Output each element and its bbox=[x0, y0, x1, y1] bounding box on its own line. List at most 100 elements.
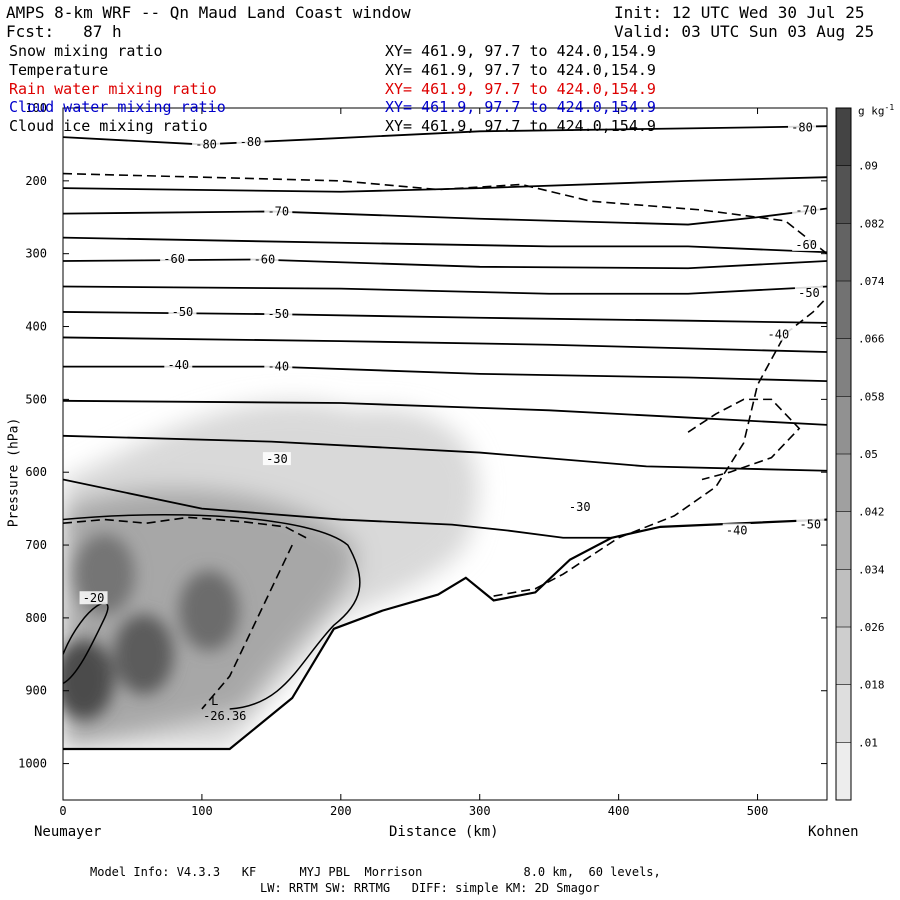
colorbar-bin bbox=[836, 165, 851, 224]
variable-temperature-name: Temperature bbox=[9, 61, 109, 79]
temperature-contour bbox=[63, 365, 827, 383]
contour-label: -80 bbox=[791, 121, 813, 135]
x-tick-label: 100 bbox=[191, 804, 213, 818]
temperature-contour bbox=[63, 434, 827, 472]
contour-label-bg bbox=[794, 286, 823, 300]
x-axis-right-end-label: Kohnen bbox=[808, 824, 859, 840]
forecast-hour: Fcst: 87 h bbox=[6, 22, 122, 41]
snow-maximum-2 bbox=[178, 570, 239, 651]
snow-maximum-0 bbox=[63, 639, 114, 720]
colorbar-label: .01 bbox=[858, 736, 878, 749]
y-tick-label: 800 bbox=[25, 611, 47, 625]
contour-label-bg bbox=[79, 591, 108, 605]
x-axis-left-end-label: Neumayer bbox=[34, 824, 102, 840]
colorbar-bin bbox=[836, 281, 851, 339]
terrain-outline bbox=[63, 518, 827, 751]
contour-label: -80 bbox=[240, 135, 262, 149]
temperature-contour bbox=[63, 258, 827, 270]
colorbar-label: .082 bbox=[858, 217, 885, 230]
contour-label-bg bbox=[262, 452, 291, 466]
variable-rain-xy: XY= 461.9, 97.7 to 424.0,154.9 bbox=[385, 80, 656, 98]
contour-label-bg bbox=[565, 500, 594, 514]
contour-label: -40 bbox=[167, 358, 189, 372]
colorbar-bin bbox=[836, 569, 851, 627]
colorbar-bin bbox=[836, 223, 851, 281]
temperature-contour bbox=[63, 399, 827, 426]
y-tick-label: 300 bbox=[25, 247, 47, 261]
contour-label: -40 bbox=[267, 360, 289, 374]
temperature-contour bbox=[63, 336, 827, 353]
contour-label-bg bbox=[168, 304, 197, 318]
contour-label-bg bbox=[236, 135, 265, 149]
y-axis-label: Pressure (hPa) bbox=[6, 417, 22, 528]
valid-time: Valid: 03 UTC Sun 03 Aug 25 bbox=[614, 22, 875, 41]
variable-cloud-ice-name: Cloud ice mixing ratio bbox=[9, 117, 208, 135]
contour-label-bg bbox=[192, 137, 221, 151]
variable-rain-name: Rain water mixing ratio bbox=[9, 80, 217, 98]
variable-cloud-water-xy: XY= 461.9, 97.7 to 424.0,154.9 bbox=[385, 98, 656, 116]
temperature-contour bbox=[63, 285, 827, 295]
contour-label-bg bbox=[764, 327, 793, 341]
footer-model-info: Model Info: V4.3.3 KF MYJ PBL Morrison 8… bbox=[90, 865, 661, 879]
colorbar-label: .058 bbox=[858, 390, 885, 403]
dashed-contour bbox=[493, 296, 827, 597]
low-marker-value: -26.36 bbox=[203, 709, 246, 723]
colorbar-bin bbox=[836, 511, 851, 570]
x-tick-label: 0 bbox=[59, 804, 66, 818]
y-tick-label: 600 bbox=[25, 465, 47, 479]
contour-label: -30 bbox=[569, 500, 591, 514]
colorbar-label: .066 bbox=[858, 333, 885, 346]
contour-label: -80 bbox=[195, 137, 217, 151]
colorbar-label: .05 bbox=[858, 448, 878, 461]
colorbar-label: .026 bbox=[858, 621, 885, 634]
variable-snow-xy: XY= 461.9, 97.7 to 424.0,154.9 bbox=[385, 42, 656, 60]
chart-title: AMPS 8-km WRF -- Qn Maud Land Coast wind… bbox=[6, 3, 411, 22]
y-tick-label: 100 bbox=[25, 101, 47, 115]
plot-frame bbox=[62, 107, 828, 801]
contour-label: -60 bbox=[254, 253, 276, 267]
colorbar-label: .034 bbox=[858, 563, 885, 576]
contour-label: -40 bbox=[726, 523, 748, 537]
contour-label-bg bbox=[264, 204, 293, 218]
contour-label-bg bbox=[250, 252, 279, 266]
y-tick-label: 900 bbox=[25, 684, 47, 698]
variable-cloud-water-name: Cloud water mixing ratio bbox=[9, 98, 226, 116]
temperature-contour bbox=[63, 207, 827, 226]
x-axis-label: Distance (km) bbox=[389, 824, 499, 840]
contour-label-bg bbox=[787, 120, 816, 134]
colorbar-bin bbox=[836, 454, 851, 512]
contour-label-bg bbox=[164, 358, 193, 372]
temperature-contour bbox=[63, 478, 612, 539]
snow-maxima-group bbox=[63, 534, 239, 720]
colorbar-bin bbox=[836, 684, 851, 743]
dashed-contour bbox=[63, 172, 827, 255]
contour-label-bg bbox=[796, 517, 825, 531]
temperature-contour-lower bbox=[63, 513, 361, 710]
x-tick-label: 400 bbox=[608, 804, 630, 818]
contour-label: -60 bbox=[795, 238, 817, 252]
contour-label-bg bbox=[264, 359, 293, 373]
contour-label: -50 bbox=[172, 305, 194, 319]
init-time: Init: 12 UTC Wed 30 Jul 25 bbox=[614, 3, 865, 22]
snow-maximum-1 bbox=[113, 614, 174, 695]
x-tick-label: 200 bbox=[330, 804, 352, 818]
colorbar-label: .074 bbox=[858, 275, 885, 288]
contour-label-bg bbox=[264, 307, 293, 321]
variable-snow-name: Snow mixing ratio bbox=[9, 42, 163, 60]
colorbar-bin bbox=[836, 742, 851, 800]
temperature-contour-minus20 bbox=[63, 602, 109, 685]
colorbar-label: .09 bbox=[858, 160, 878, 173]
variable-cloud-ice-xy: XY= 461.9, 97.7 to 424.0,154.9 bbox=[385, 117, 656, 135]
dashed-contour bbox=[687, 398, 801, 481]
y-tick-label: 200 bbox=[25, 174, 47, 188]
contour-label-bg bbox=[792, 237, 821, 251]
contour-label: -50 bbox=[799, 518, 821, 532]
temperature-contour bbox=[63, 236, 827, 254]
colorbar-bin bbox=[836, 627, 851, 685]
colorbar-unit: g kg-1 bbox=[858, 103, 895, 118]
contour-label: -50 bbox=[267, 307, 289, 321]
y-tick-label: 700 bbox=[25, 538, 47, 552]
contour-label-bg bbox=[160, 251, 189, 265]
temperature-contour bbox=[63, 176, 827, 193]
